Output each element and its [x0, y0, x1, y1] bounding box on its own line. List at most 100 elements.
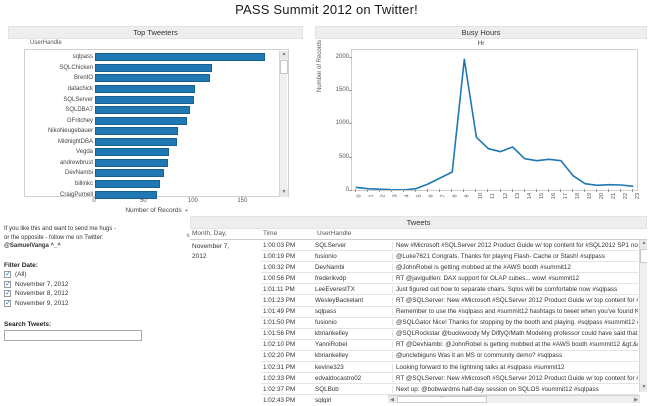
bar-rows: sqlpass SQLChicken BrentO datachick SQLServe… [48, 52, 273, 200]
filter-date-label: November 7, 2012 [15, 280, 69, 288]
tweet-time: 1:01:11 PM [263, 285, 295, 293]
table-row[interactable]: 1:01:50 PM fusionio @SQLGator Nice! Thanks… [261, 318, 638, 329]
table-row[interactable]: 1:02:10 PM YanniRobel RT @DevNambi: @JohnR… [261, 340, 638, 351]
column-header-time[interactable]: Time [263, 230, 278, 237]
table-row[interactable]: 1:00:56 PM frederikvdp RT @javiguillen: DA… [261, 273, 638, 285]
bar[interactable] [95, 180, 161, 189]
bar-row[interactable]: DevNambi [65, 168, 273, 179]
table-row[interactable]: 1:01:56 PM kbriankelley @SQLRockstar @buck… [261, 329, 638, 340]
bar-category-label: BrentO [73, 75, 93, 82]
bar-category-label: SQLChicken [59, 64, 93, 71]
line-x-tick-mark [523, 189, 525, 192]
table-row[interactable]: 1:00:03 PM SQLServer New #Microsoft #SQLSe… [261, 240, 638, 252]
tweets-scroll-thumb[interactable] [640, 249, 647, 263]
tweet-userhandle: kevine323 [315, 363, 344, 371]
bar-row[interactable]: sqlpass [73, 52, 273, 63]
tweet-time: 1:02:10 PM [263, 341, 296, 349]
column-header-userhandle[interactable]: UserHandle [317, 230, 352, 237]
table-row[interactable]: 1:02:33 PM edvaldocastro02 RT @SQLServer: … [261, 373, 638, 385]
bar[interactable] [95, 74, 210, 83]
bar-row[interactable]: Vegda [76, 147, 273, 158]
tweets-scroll-down-icon[interactable]: ▼ [640, 384, 647, 392]
tweet-time: 1:00:56 PM [263, 274, 296, 282]
checkbox[interactable] [4, 280, 11, 289]
bar[interactable] [95, 158, 169, 167]
search-tweets-input[interactable] [4, 329, 142, 341]
tweets-horizontal-scrollbar[interactable]: ◀ ▶ [388, 395, 640, 403]
tweets-scroll-right-icon[interactable]: ▶ [632, 395, 640, 403]
bar-row[interactable]: GFritchey [67, 115, 273, 126]
checkbox[interactable] [4, 270, 11, 279]
bar[interactable] [95, 148, 170, 157]
tweets-scroll-left-icon[interactable]: ◀ [388, 395, 396, 403]
checkbox[interactable] [4, 299, 11, 308]
line-y-tick-label: 1000 [335, 120, 349, 127]
bar[interactable] [95, 190, 158, 199]
promo-line-2: or the opposite - follow me on Twitter: [4, 234, 104, 241]
table-row[interactable]: 1:01:11 PM LeeEverestTX Just figured out h… [261, 284, 638, 296]
bar-row[interactable]: SQLChicken [59, 63, 273, 74]
table-row[interactable]: 1:02:20 PM kbriankelley @unclebiguns Was i… [261, 351, 638, 363]
tweet-userhandle: SQLBob [315, 385, 339, 393]
bar-row[interactable]: andrewbrust [60, 158, 273, 169]
table-row[interactable]: 1:00:19 PM fusionio @Luke7621 Congrats. Th… [261, 251, 638, 263]
tweet-text: @JohnRobel is getting mobbed at the #AWS… [392, 263, 638, 271]
table-row[interactable]: 1:01:49 PM sqlpass Remember to use the #sq… [261, 307, 638, 318]
sort-descending-icon[interactable]: ⫞ [184, 208, 188, 214]
line-y-tick-mark [349, 123, 352, 125]
bar-x-tick-label: 150 [237, 198, 248, 204]
line-y-axis-title: Number of Records [317, 39, 323, 92]
bar-category-label: SQLServer [63, 96, 93, 103]
tweet-text: Next up: @bobwardms half-day session on … [392, 385, 638, 393]
line-x-tick-label: 23 [635, 192, 642, 200]
line-chart-subtitle: Hr [477, 40, 485, 47]
bar-row[interactable]: MidnightDBA [58, 137, 273, 148]
filter-date-item[interactable]: November 8, 2012 [4, 289, 184, 298]
promo-handle: @SamuelVanga ^_^ [4, 243, 61, 249]
tweet-time: 1:00:03 PM [263, 241, 296, 249]
bar-row[interactable]: datachick [68, 84, 273, 95]
bar[interactable] [95, 84, 195, 93]
tweets-scroll-up-icon[interactable]: ▲ [640, 240, 647, 248]
scroll-up-arrow-icon[interactable]: ▲ [280, 51, 288, 59]
bar[interactable] [95, 169, 165, 178]
bar-row[interactable]: BrentO [74, 73, 273, 84]
tweet-text: @Luke7621 Congrats. Thanks for playing F… [392, 252, 638, 260]
tweets-hscroll-thumb[interactable] [397, 396, 487, 403]
tweets-vertical-scrollbar[interactable]: ▲ ▼ [639, 240, 647, 392]
tweet-userhandle: DevNambi [315, 263, 345, 271]
table-row[interactable]: 1:00:32 PM DevNambi @JohnRobel is getting … [261, 262, 638, 274]
filter-date-title: Filter Date: [4, 261, 38, 269]
bar-category-label: andrewbrust [59, 159, 93, 166]
column-header-month-day[interactable]: Month, Day, ⇅ [186, 230, 227, 239]
filter-date-item[interactable]: November 9, 2012 [4, 299, 184, 308]
bar-row[interactable]: SQLDBA7 [65, 105, 273, 116]
bar[interactable] [95, 53, 266, 62]
bar-row[interactable]: NikoNeugebauer [48, 126, 273, 137]
bar[interactable] [95, 95, 194, 104]
bar-row[interactable]: CraigPurnell [60, 189, 273, 200]
bar[interactable] [95, 137, 178, 146]
column-sort-icon[interactable]: ⇅ [186, 233, 191, 239]
scroll-thumb[interactable] [280, 60, 288, 74]
bar[interactable] [95, 106, 190, 115]
filter-date-item[interactable]: (All) [4, 270, 184, 279]
bar-row[interactable]: SQLServer [63, 94, 273, 105]
bar[interactable] [95, 116, 187, 125]
date-group-cell: November 7, 2012 [192, 242, 260, 261]
date-group-line-2: 2012 [192, 252, 207, 260]
line-x-tick-label: 16 [550, 192, 557, 200]
bar-chart-scrollbar[interactable]: ▲ ▼ [279, 51, 288, 197]
bar[interactable] [95, 63, 212, 72]
line-x-tick-label: 9 [464, 194, 471, 198]
table-row[interactable]: 1:02:31 PM kevine323 Looking forward to th… [261, 362, 638, 374]
table-row[interactable]: 1:02:37 PM SQLBob Next up: @bobwardms half… [261, 384, 638, 396]
bar-category-label: NikoNeugebauer [47, 128, 93, 135]
bar[interactable] [95, 127, 179, 136]
table-row[interactable]: 1:01:23 PM WesleyBackelant RT @SQLServer: … [261, 295, 638, 307]
bar-row[interactable]: billinkc [75, 179, 273, 190]
filter-date-item[interactable]: November 7, 2012 [4, 280, 184, 289]
scroll-down-arrow-icon[interactable]: ▼ [280, 189, 288, 197]
checkbox[interactable] [4, 289, 11, 298]
tweet-time: 1:02:37 PM [263, 385, 296, 393]
